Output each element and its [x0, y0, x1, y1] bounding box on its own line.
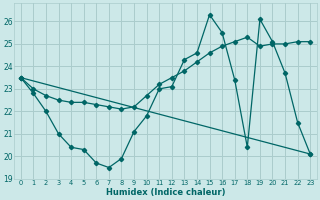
X-axis label: Humidex (Indice chaleur): Humidex (Indice chaleur): [106, 188, 225, 197]
